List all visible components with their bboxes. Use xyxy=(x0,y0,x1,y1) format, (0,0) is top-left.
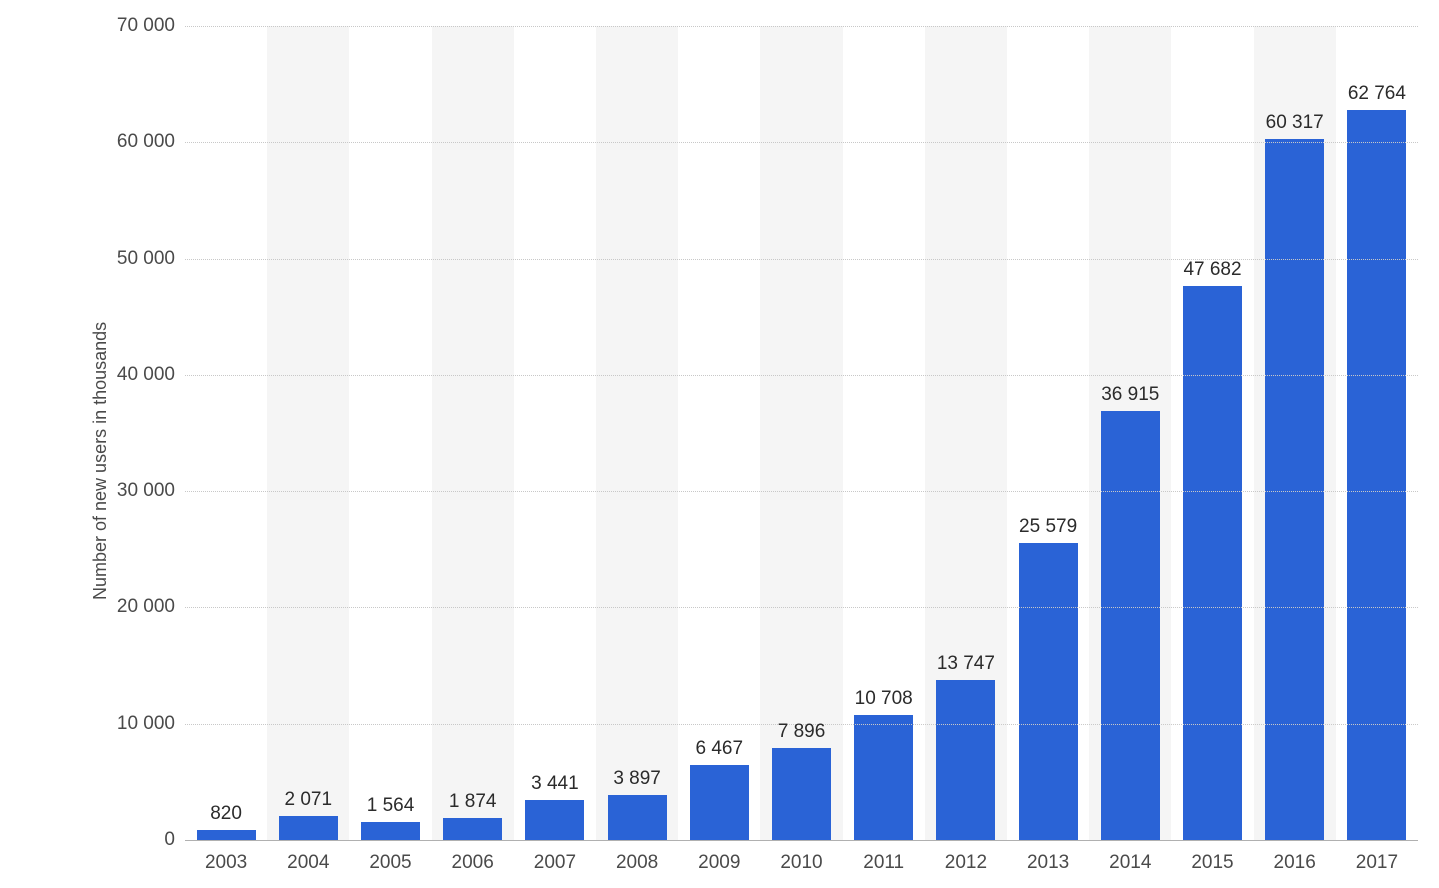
bar-value-label: 3 441 xyxy=(531,773,579,795)
bar[interactable] xyxy=(197,830,256,840)
bar[interactable] xyxy=(1101,411,1160,840)
bar-value-label: 13 747 xyxy=(937,653,995,675)
x-tick-label: 2010 xyxy=(780,852,822,874)
bar-chart: Number of new users in thousands 0 10 000… xyxy=(0,0,1439,888)
bar-value-label: 25 579 xyxy=(1019,516,1077,538)
bar[interactable] xyxy=(1019,543,1078,840)
bar[interactable] xyxy=(1347,110,1406,840)
plot-band xyxy=(596,26,678,840)
x-tick-label: 2017 xyxy=(1356,852,1398,874)
x-tick-label: 2004 xyxy=(287,852,329,874)
gridline xyxy=(185,142,1418,143)
gridline xyxy=(185,26,1418,27)
bar[interactable] xyxy=(361,822,420,840)
bar[interactable] xyxy=(1183,286,1242,840)
bar[interactable] xyxy=(1265,139,1324,840)
bar[interactable] xyxy=(525,800,584,840)
x-tick-label: 2016 xyxy=(1274,852,1316,874)
x-tick-label: 2012 xyxy=(945,852,987,874)
bar-value-label: 2 071 xyxy=(285,789,333,811)
bar-value-label: 820 xyxy=(210,803,242,825)
bar-value-label: 3 897 xyxy=(613,768,661,790)
plot-band xyxy=(267,26,349,840)
x-axis-line xyxy=(185,840,1418,841)
y-tick-label: 30 000 xyxy=(117,480,175,502)
bar-value-label: 60 317 xyxy=(1266,112,1324,134)
y-tick-label: 0 xyxy=(164,829,175,851)
bar[interactable] xyxy=(279,816,338,840)
gridline xyxy=(185,491,1418,492)
y-tick-label: 10 000 xyxy=(117,713,175,735)
x-tick-label: 2013 xyxy=(1027,852,1069,874)
x-tick-label: 2014 xyxy=(1109,852,1151,874)
gridline xyxy=(185,375,1418,376)
x-tick-label: 2008 xyxy=(616,852,658,874)
y-tick-label: 70 000 xyxy=(117,15,175,37)
bar[interactable] xyxy=(936,680,995,840)
x-tick-label: 2011 xyxy=(863,852,904,874)
bar-value-label: 36 915 xyxy=(1101,384,1159,406)
bar-value-label: 47 682 xyxy=(1183,259,1241,281)
y-axis-title: Number of new users in thousands xyxy=(90,322,111,600)
bar-value-label: 10 708 xyxy=(855,688,913,710)
plot-band xyxy=(760,26,842,840)
gridline xyxy=(185,607,1418,608)
bar[interactable] xyxy=(854,715,913,840)
bar-value-label: 6 467 xyxy=(696,738,744,760)
x-tick-label: 2015 xyxy=(1191,852,1233,874)
x-tick-label: 2009 xyxy=(698,852,740,874)
bar[interactable] xyxy=(772,748,831,840)
x-tick-label: 2006 xyxy=(452,852,494,874)
y-tick-label: 50 000 xyxy=(117,248,175,270)
bar[interactable] xyxy=(690,765,749,840)
x-tick-label: 2003 xyxy=(205,852,247,874)
bar-value-label: 7 896 xyxy=(778,721,826,743)
bar-value-label: 1 874 xyxy=(449,791,497,813)
y-tick-label: 20 000 xyxy=(117,596,175,618)
bar-value-label: 62 764 xyxy=(1348,83,1406,105)
plot-area xyxy=(185,26,1418,840)
x-tick-label: 2005 xyxy=(369,852,411,874)
y-tick-label: 60 000 xyxy=(117,131,175,153)
x-tick-label: 2007 xyxy=(534,852,576,874)
bar-value-label: 1 564 xyxy=(367,795,415,817)
bar[interactable] xyxy=(608,795,667,840)
y-tick-label: 40 000 xyxy=(117,364,175,386)
plot-band xyxy=(432,26,514,840)
bar[interactable] xyxy=(443,818,502,840)
